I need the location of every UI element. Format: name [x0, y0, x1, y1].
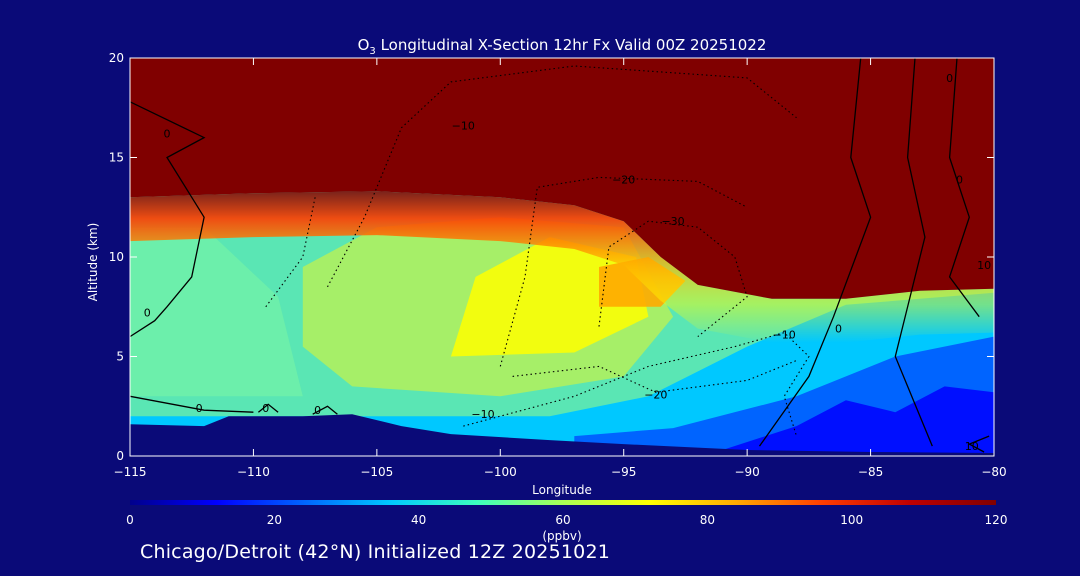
contour-ten-east-1 — [894, 58, 933, 447]
x-tick-label: −80 — [981, 465, 1006, 479]
contour-label: 10 — [977, 259, 991, 272]
x-axis-label: Longitude — [532, 483, 592, 497]
concentration-field — [130, 58, 994, 456]
x-tick-label: −110 — [237, 465, 270, 479]
contour-label: 0 — [835, 323, 842, 336]
contour-minus10-upper — [327, 65, 797, 288]
x-tick-label: −115 — [114, 465, 147, 479]
contour-label: −10 — [471, 408, 494, 421]
terrain-mask — [130, 414, 994, 456]
terrain-fill — [130, 414, 994, 456]
y-axis-label: Altitude (km) — [86, 223, 100, 302]
plot-area: 0 0 0 0 0 0 0 0 −10 −10 −10 −20 −20 −30 10 10 — [130, 58, 994, 456]
colorbar-tick-label: 20 — [267, 513, 282, 527]
contour-label: 0 — [314, 404, 321, 417]
colorbar-tick-label: 80 — [700, 513, 715, 527]
contour-zero-bump-1 — [257, 403, 279, 413]
x-tick-label: −105 — [360, 465, 393, 479]
contour-lines — [130, 58, 990, 453]
contour-ten-surface — [967, 435, 990, 453]
colorbar-tick-label: 120 — [985, 513, 1008, 527]
contour-zero-lowwest — [130, 395, 254, 413]
colorbar — [130, 500, 996, 505]
contour-label: 10 — [965, 440, 979, 453]
contour-label: 0 — [164, 128, 171, 141]
x-axis: −115 −110 −105 −100 −95 −90 −85 −80 — [114, 58, 1007, 479]
contour-label: −30 — [661, 215, 684, 228]
contour-ten-east-2 — [948, 58, 980, 318]
contour-minus20-upper — [499, 176, 748, 367]
colorbar-tick-label: 100 — [840, 513, 863, 527]
colorbar-tick-label: 40 — [411, 513, 426, 527]
contour-zero-bump-2 — [312, 405, 338, 415]
y-tick-label: 15 — [109, 151, 124, 165]
contour-label: 0 — [956, 173, 963, 186]
y-tick-label: 0 — [116, 449, 124, 463]
contour-minus20-lower — [512, 359, 797, 393]
western-green-band — [130, 227, 303, 397]
x-tick-label: −100 — [484, 465, 517, 479]
contour-label: −10 — [773, 329, 796, 342]
contour-label: −10 — [452, 120, 475, 133]
high-ozone-core — [450, 237, 649, 357]
contour-labels: 0 0 0 0 0 0 0 0 −10 −10 −10 −20 −20 −30 10 10 — [144, 72, 991, 453]
colorbar-tick-label: 0 — [126, 513, 134, 527]
x-tick-label: −95 — [611, 465, 636, 479]
contour-minus30 — [598, 220, 748, 338]
y-tick-label: 10 — [109, 250, 124, 264]
footer-caption: Chicago/Detroit (42°N) Initialized 12Z 2… — [140, 541, 611, 563]
contour-label: 0 — [144, 307, 151, 320]
x-tick-label: −85 — [858, 465, 883, 479]
surface-low-ozone — [722, 386, 994, 456]
contour-zero-east — [758, 58, 872, 447]
stratosphere-fill — [130, 58, 994, 299]
tropopause-transition — [130, 191, 994, 343]
chart-title: O3 Longitudinal X-Section 12hr Fx Valid … — [358, 36, 767, 57]
contour-label: 0 — [196, 402, 203, 415]
y-axis: 0 5 10 15 20 — [109, 51, 994, 463]
contour-label: −20 — [644, 388, 667, 401]
y-tick-label: 20 — [109, 51, 124, 65]
contour-label: 0 — [262, 402, 269, 415]
contour-zero-west — [130, 101, 206, 338]
x-tick-label: −90 — [734, 465, 759, 479]
y-tick-label: 5 — [116, 350, 124, 364]
contour-label: −20 — [612, 173, 635, 186]
colorbar-ticks: 0 20 40 60 80 100 120 — [126, 513, 1007, 527]
colorbar-tick-label: 60 — [555, 513, 570, 527]
contour-label: 0 — [946, 72, 953, 85]
colorbar-units: (ppbv) — [542, 529, 581, 543]
